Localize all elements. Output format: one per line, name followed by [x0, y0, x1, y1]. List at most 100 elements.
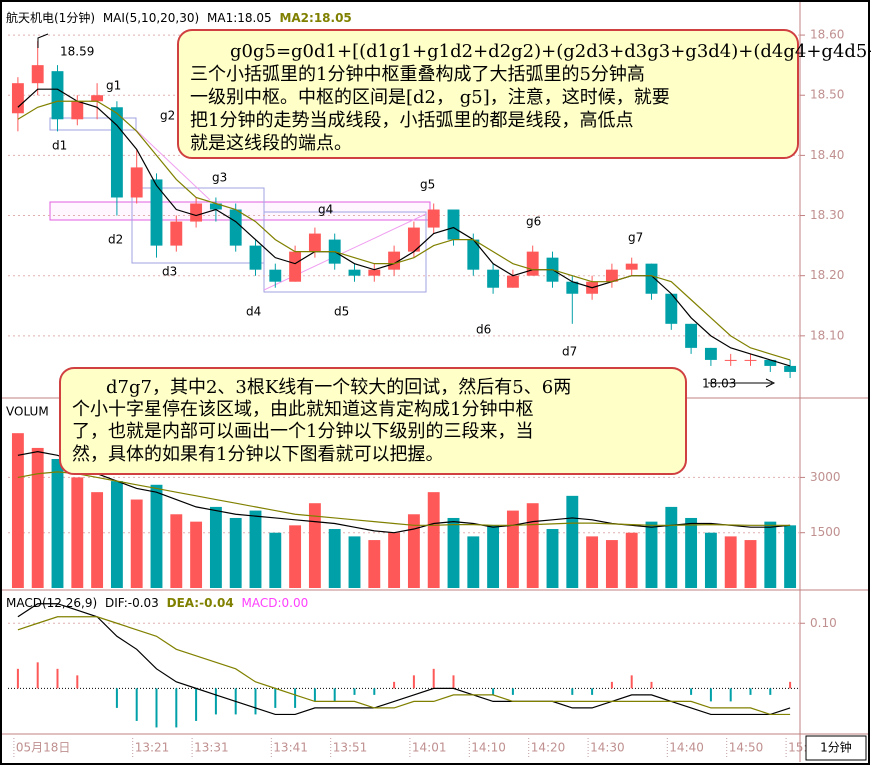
y-tick-label: 18.30	[810, 208, 844, 222]
y-tick-label: 18.40	[810, 148, 844, 162]
note-line: 了，也就是内部可以画出一个1分钟以下级别的三段来，当	[72, 421, 533, 442]
bar	[155, 688, 158, 728]
candle-body	[526, 251, 539, 276]
x-tick-label: 14:30	[590, 741, 625, 755]
candle-body	[289, 251, 302, 282]
point-label: d5	[334, 305, 349, 319]
line-series	[17, 616, 791, 716]
candle-body	[368, 269, 381, 276]
candle-body	[51, 71, 64, 120]
candle-body	[724, 359, 737, 361]
bar	[16, 668, 19, 689]
bar	[348, 536, 361, 588]
period-label: 1分钟	[820, 740, 852, 755]
x-tick-label: 15:	[788, 741, 807, 755]
note-line: 三个小括弧里的1分钟中枢重叠构成了大括弧里的5分钟高	[190, 64, 645, 85]
bar	[393, 681, 396, 689]
candle-body	[704, 347, 717, 360]
x-tick-label: 13:21	[135, 741, 170, 755]
bar	[294, 688, 297, 708]
point-label: g2	[160, 109, 175, 123]
bar	[289, 525, 302, 588]
note-line: d7g7，其中2、3根K线有一个较大的回试，然后有5、6两	[106, 377, 571, 398]
bar	[407, 514, 420, 588]
candle-body	[645, 263, 658, 294]
bar	[571, 688, 574, 695]
legend-entry: DEA:-0.04	[167, 596, 234, 610]
bar	[744, 540, 757, 588]
x-tick-label: 14:01	[412, 741, 447, 755]
legend-entry: MACD:0.00	[242, 596, 309, 610]
bar	[432, 668, 435, 689]
bar	[71, 477, 84, 588]
bar	[764, 521, 777, 588]
x-tick-label: 13:31	[194, 741, 229, 755]
bar	[51, 458, 64, 588]
candle-body	[685, 323, 698, 348]
point-label: g6	[526, 215, 541, 229]
indicator: MAI(5,10,20,30)	[103, 11, 199, 25]
candle-body	[249, 245, 262, 270]
y-tick-label: 3000	[810, 470, 841, 484]
bar	[214, 688, 217, 715]
bar	[511, 688, 514, 695]
line-series	[17, 88, 791, 367]
y-tick-label: 18.10	[810, 328, 844, 342]
legend-entry: MA1:18.05	[207, 11, 272, 25]
bar	[135, 688, 138, 721]
bar	[427, 492, 440, 588]
bar	[31, 447, 44, 588]
note-box	[59, 367, 687, 475]
line-series	[17, 603, 791, 716]
bar	[388, 532, 401, 588]
y-tick-label: 18.20	[810, 268, 844, 282]
candle-body	[566, 281, 579, 294]
bar	[313, 688, 316, 702]
bar	[526, 503, 539, 588]
bar	[467, 536, 480, 588]
note-box	[177, 29, 799, 159]
bar	[506, 510, 519, 588]
candle-body	[784, 365, 797, 372]
bar	[229, 517, 242, 588]
bar	[784, 525, 797, 588]
bar	[368, 540, 381, 588]
note-line: 把1分钟的走势当成线段，小括弧里的都是线段，高低点	[190, 110, 633, 131]
bar	[11, 433, 24, 588]
bar	[452, 675, 455, 689]
point-label: g3	[212, 171, 227, 185]
bar	[709, 688, 712, 702]
stock-title: 航天机电(1分钟)	[6, 10, 95, 25]
bar	[175, 688, 178, 728]
bar	[704, 532, 717, 588]
point-label: d4	[246, 305, 261, 319]
period-box	[805, 735, 867, 761]
bar	[729, 688, 732, 702]
point-label: d7	[562, 345, 577, 359]
point-label: g5	[420, 178, 435, 192]
trend-line	[135, 129, 211, 201]
x-tick-label: 14:10	[471, 741, 506, 755]
macd-title: MACD(12,26,9)	[6, 596, 97, 610]
line-series	[17, 450, 791, 534]
candle-body	[209, 203, 222, 210]
bar	[546, 529, 559, 588]
bar	[487, 525, 500, 588]
bar	[373, 688, 376, 695]
candle-body	[605, 269, 618, 282]
bar	[447, 517, 460, 588]
bar	[610, 681, 613, 689]
candle-body	[308, 233, 321, 252]
bar	[76, 675, 79, 689]
y-tick-label: 18.50	[810, 88, 844, 102]
bar	[91, 492, 104, 588]
bar	[605, 540, 618, 588]
candle-body	[388, 251, 401, 270]
bar	[630, 675, 633, 689]
bar	[56, 668, 59, 689]
bar	[110, 481, 123, 588]
notes: g0g5=g0d1+[(d1g1+g1d2+d2g2)+(g2d3+d3g3+g…	[72, 41, 871, 465]
pointer	[37, 33, 49, 48]
bar	[625, 532, 638, 588]
